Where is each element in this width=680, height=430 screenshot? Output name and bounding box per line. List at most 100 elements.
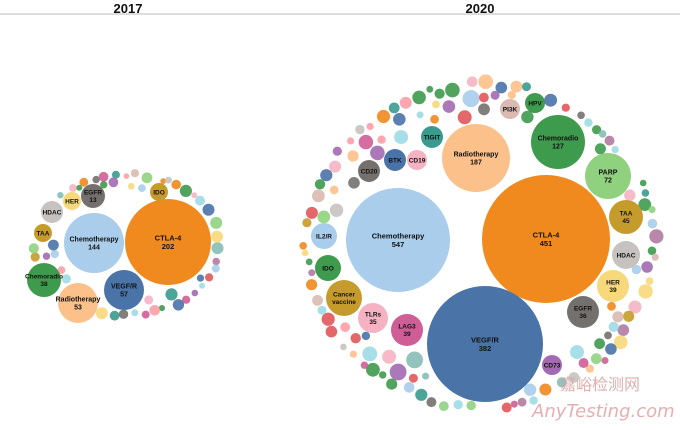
filler-bubble [42,252,51,260]
filler-bubble [141,310,150,319]
filler-bubble [108,177,119,188]
filler-bubble [412,90,426,105]
filler-bubble [631,264,642,275]
filler-bubble [362,346,378,362]
filler-bubble [57,266,66,274]
filler-bubble [453,400,463,410]
filler-bubble [648,206,656,214]
filler-bubble [442,100,456,113]
filler-bubble [645,277,654,285]
filler-bubble [604,331,612,340]
filler-bubble [570,345,584,360]
filler-bubble [69,184,77,192]
filler-bubble [379,371,387,379]
filler-bubble [171,179,181,190]
filler-bubble [501,402,512,413]
filler-bubble [585,364,595,373]
bubble-radiotherapy-label: Radiotherapy [56,296,101,303]
filler-bubble [556,377,567,388]
bubble-hpv-2020: HPV [525,93,545,113]
bubble-chemotherapy-circle [346,188,450,292]
bubble-ctla-4-label: CTLA-4 [533,230,560,239]
bubble-taa-label: TAA [37,230,50,237]
bubble-hdac-circle [41,201,63,223]
filler-bubble [510,400,518,408]
bubble-parp-label: PARP [599,169,618,176]
filler-bubble [109,310,120,321]
bubble-chemoradio-circle [531,115,585,169]
filler-bubble [317,305,327,315]
watermark-logo-text: 嘉峪检测网 [560,375,640,394]
bubble-tigit-2020: TIGIT [421,126,443,148]
filler-bubble [641,261,653,273]
bubble-hpv-label: HPV [528,100,542,107]
filler-bubble [165,288,178,301]
year-2017-title: 2017 [114,1,143,16]
filler-bubble [211,264,220,273]
bubble-ido-circle [315,255,341,281]
filler-bubble [301,249,309,257]
filler-bubble [348,177,360,189]
bubble-il2-r-circle [311,223,337,249]
filler-bubble [376,109,391,124]
filler-bubbles-2020 [299,74,664,413]
filler-bubble [321,312,335,326]
bubble-pi3k-label: PI3K [503,106,518,113]
filler-bubble [604,135,615,146]
bubble-chemoradio-value: 127 [552,143,564,150]
filler-bubble [302,218,312,228]
filler-bubble [523,383,537,396]
filler-bubble [123,173,130,179]
filler-bubble [466,400,476,411]
filler-bubble [138,184,146,193]
bubble-chemoradio-value: 38 [40,281,48,288]
bubble-lag3-circle [391,314,423,346]
bubble-taa-2017: TAA [34,224,52,242]
filler-bubble [179,184,192,197]
filler-bubble [325,325,338,338]
bubble-vegf-r-2017: VEGF/R57 [104,270,144,310]
filler-bubble [95,307,108,320]
filler-bubble [128,183,135,190]
filler-bubble [131,309,139,317]
bubble-chart-2017: CTLA-4202Chemotherapy144VEGF/R57Radiothe… [25,169,224,323]
filler-bubble [172,299,185,311]
filler-bubble [48,239,59,251]
filler-bubble [76,184,83,191]
filler-bubble [199,282,206,289]
bubble-chemotherapy-value: 144 [88,244,100,251]
bubble-chemoradio-label: Chemoradio [25,274,63,281]
bubble-ctla-4-label: CTLA-4 [155,233,182,242]
filler-bubble [349,350,357,358]
bubble-ido-label: IDO [153,189,165,196]
bubble-cancer-vaccine-label: vaccine [332,299,356,306]
filler-bubble [647,246,657,256]
filler-bubble [366,362,380,377]
filler-bubble [617,324,630,336]
bubble-ctla-4-circle [482,175,610,303]
bubble-chemoradio-circle [27,263,61,297]
bubble-il2-r-label: IL2/R [316,233,332,240]
bubble-cd20-circle [358,160,380,182]
bubble-egfr-circle [81,184,105,208]
bubble-parp-value: 72 [604,177,612,184]
bubble-taa-value: 45 [622,218,630,225]
filler-bubble [366,122,374,131]
bubble-taa-label: TAA [620,211,633,218]
bubble-vegf-r-circle [104,270,144,310]
bubble-cd73-label: CD73 [544,362,561,369]
filler-bubble [478,74,494,89]
filler-bubble [594,338,605,350]
bubble-her-value: 39 [609,287,617,294]
filler-bubble [517,397,527,407]
bubble-chemotherapy-value: 547 [392,240,405,249]
filler-bubble [329,203,344,217]
bubble-btk-2020: BTK [384,149,406,171]
filler-bubble [50,249,59,259]
